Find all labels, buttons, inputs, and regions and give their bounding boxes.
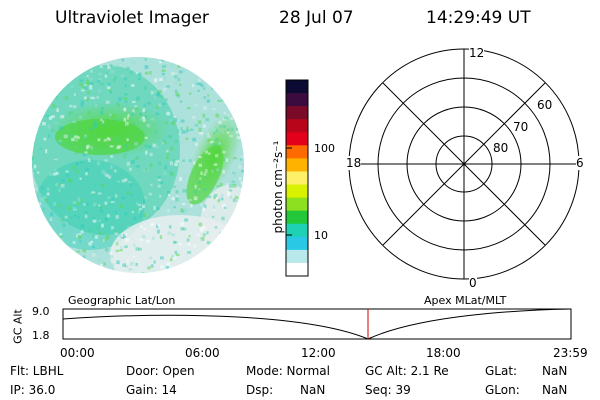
polar-ring-label-80: 80 <box>493 141 509 155</box>
polar-label-right: 6 <box>576 156 584 170</box>
status-dsp-label: Dsp: <box>246 383 274 397</box>
polar-ring-label-60: 60 <box>537 98 553 112</box>
colorbar-stripe <box>286 80 308 94</box>
colorbar <box>285 79 309 277</box>
colorbar-tick-100: 100 <box>314 142 335 155</box>
app-title: Ultraviolet Imager <box>55 8 209 28</box>
status-glon-label: GLon: <box>485 383 520 397</box>
status-mode: Mode: Normal <box>246 364 330 378</box>
timeline-right-label: Apex MLat/MLT <box>424 294 507 307</box>
polar-label-bottom: 0 <box>469 276 477 290</box>
colorbar-stripe <box>286 223 308 238</box>
date-label: 28 Jul 07 <box>279 8 354 28</box>
colorbar-stripe <box>286 262 308 277</box>
colorbar-tick-10: 10 <box>314 229 328 242</box>
status-filter: Flt: LBHL <box>10 364 64 378</box>
colorbar-stripe <box>286 236 308 251</box>
time-label: 14:29:49 UT <box>426 8 531 28</box>
colorbar-stripe <box>286 197 308 212</box>
uv-image <box>32 57 244 273</box>
status-door: Door: Open <box>126 364 195 378</box>
status-ip: IP: 36.0 <box>10 383 56 397</box>
colorbar-stripe <box>286 158 308 172</box>
timeline-xtick-0000: 00:00 <box>60 346 95 360</box>
colorbar-stripe <box>286 184 308 199</box>
timeline-plot <box>62 308 572 340</box>
colorbar-unit-label: photon cm⁻²s⁻¹ <box>271 140 285 234</box>
colorbar-stripe <box>286 119 308 133</box>
timeline-ytick-high: 9.0 <box>32 305 50 318</box>
colorbar-stripes <box>286 80 308 277</box>
colorbar-stripe <box>286 93 308 107</box>
colorbar-stripe <box>286 145 308 159</box>
polar-label-top: 12 <box>469 46 485 60</box>
status-dsp-value: NaN <box>300 383 326 397</box>
polar-label-left: 18 <box>346 156 362 170</box>
timeline-left-label: Geographic Lat/Lon <box>68 294 176 307</box>
uv-disk <box>32 57 244 273</box>
timeline-xtick-2359: 23:59 <box>553 346 588 360</box>
timeline-xtick-0600: 06:00 <box>185 346 220 360</box>
polar-ring-label-70: 70 <box>513 120 529 134</box>
timeline-xtick-1200: 12:00 <box>301 346 336 360</box>
status-seq: Seq: 39 <box>365 383 411 397</box>
status-gc-alt: GC Alt: 2.1 Re <box>365 364 449 378</box>
colorbar-stripe <box>286 106 308 120</box>
timeline-ylabel: GC Alt <box>11 309 25 344</box>
colorbar-stripe <box>286 171 308 186</box>
timeline-xtick-1800: 18:00 <box>426 346 461 360</box>
polar-plot <box>348 48 580 280</box>
timeline-ytick-low: 1.8 <box>32 329 50 342</box>
colorbar-stripe <box>286 249 308 264</box>
status-glat-label: GLat: <box>485 364 518 378</box>
status-gain: Gain: 14 <box>126 383 177 397</box>
colorbar-stripe <box>286 210 308 225</box>
colorbar-stripe <box>286 132 308 146</box>
status-glat-value: NaN <box>542 364 568 378</box>
status-glon-value: NaN <box>542 383 568 397</box>
